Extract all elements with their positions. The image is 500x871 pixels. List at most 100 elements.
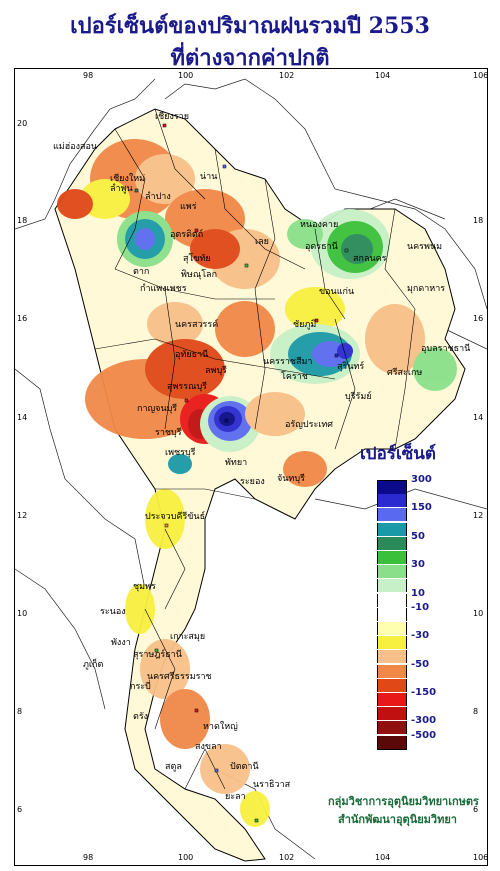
place-label: นครสวรรค์ xyxy=(175,320,219,330)
place-label: ระนอง xyxy=(100,607,126,617)
place-label: เชียงใหม่ xyxy=(110,174,146,184)
place-label: เชียงราย xyxy=(155,112,190,122)
place-label: น่าน xyxy=(200,172,218,182)
legend-label: 50 xyxy=(411,530,425,542)
y-tick-left: 6 xyxy=(17,805,23,814)
y-tick-right: 12 xyxy=(473,511,484,520)
legend-label: -500 xyxy=(411,729,437,741)
legend-swatch xyxy=(377,721,407,735)
y-tick-left: 8 xyxy=(17,707,23,716)
x-tick-top: 104 xyxy=(375,71,391,80)
place-label: หนองคาย xyxy=(300,220,339,230)
x-tick-bottom: 104 xyxy=(375,853,391,862)
place-label: สุพรรณบุรี xyxy=(167,382,207,392)
place-label: นครศรีธรรมราช xyxy=(147,672,212,682)
place-label: หาดใหญ่ xyxy=(203,722,238,732)
place-label: ลำพูน xyxy=(110,184,133,194)
legend-swatch xyxy=(377,693,407,706)
legend-label: 30 xyxy=(411,559,425,571)
x-tick-bottom: 102 xyxy=(279,853,295,862)
place-label: ชัยภูมิ xyxy=(293,320,317,330)
place-label: ตรัง xyxy=(133,712,149,722)
legend-swatch xyxy=(377,508,407,522)
x-tick-bottom: 98 xyxy=(83,853,94,862)
x-tick-top: 106 xyxy=(473,71,488,80)
place-label: สกลนคร xyxy=(353,254,387,264)
place-label: กระบี่ xyxy=(130,682,151,692)
place-label: พังงา xyxy=(111,638,131,648)
place-label: ระยอง xyxy=(240,477,265,487)
y-tick-right: 14 xyxy=(473,413,484,422)
legend-title: เปอร์เซ็นต์ xyxy=(360,444,436,464)
y-tick-right: 6 xyxy=(473,805,479,814)
place-label: ยะลา xyxy=(225,792,246,802)
place-label: นครราชสีมา xyxy=(263,357,313,367)
place-label: ราชบุรี xyxy=(155,428,182,438)
place-label: ภูเก็ต xyxy=(83,660,104,670)
place-label: อุดรธานี xyxy=(305,242,338,252)
thailand-rainfall-map xyxy=(15,78,487,862)
legend-swatch xyxy=(377,607,407,621)
station-markers xyxy=(134,123,349,823)
legend-label: -50 xyxy=(411,658,430,670)
legend-swatch xyxy=(377,522,407,536)
place-label: จันทบุรี xyxy=(277,474,305,484)
place-label: นราธิวาส xyxy=(253,780,291,790)
y-tick-right: 10 xyxy=(473,609,484,618)
anomaly-patches xyxy=(57,139,457,827)
place-label: แพร่ xyxy=(180,202,197,212)
legend-swatch xyxy=(377,494,407,508)
y-tick-right: 18 xyxy=(473,216,484,225)
credit-line1: กลุ่มวิชาการอุตุนิยมวิทยาเกษตร xyxy=(328,795,479,808)
legend-swatch xyxy=(377,678,407,692)
place-label: พิษณุโลก xyxy=(181,270,218,280)
place-label: อุทัยธานี xyxy=(175,350,209,360)
legend-label: 150 xyxy=(411,502,432,514)
place-label: แม่ฮ่องสอน xyxy=(53,142,98,152)
legend-label: -150 xyxy=(411,687,437,698)
y-tick-left: 16 xyxy=(17,314,28,323)
place-label: กำแพงเพชร xyxy=(140,284,187,294)
legend-swatch xyxy=(377,636,407,650)
y-tick-left: 14 xyxy=(17,413,28,422)
y-tick-right: 16 xyxy=(473,314,484,323)
place-label: สุโขทัย xyxy=(183,254,211,264)
place-label: ลำปาง xyxy=(145,192,171,202)
place-label: สุราษฎร์ธานี xyxy=(133,650,182,660)
legend-label: -10 xyxy=(411,601,430,613)
legend-swatch xyxy=(377,664,407,678)
place-label: สุรินทร์ xyxy=(337,362,365,372)
legend-swatch xyxy=(377,707,407,721)
place-label: ลพบุรี xyxy=(205,366,227,376)
legend-swatch xyxy=(377,650,407,664)
place-label: ชุมพร xyxy=(133,582,156,592)
place-label: นครพนม xyxy=(407,242,443,252)
legend-swatch xyxy=(377,551,407,564)
legend-label: -300 xyxy=(411,715,437,727)
place-label: ประจวบคีรีขันธ์ xyxy=(145,512,206,522)
map-title-line1: เปอร์เซ็นต์ของปริมาณฝนรวมปี 2553 xyxy=(70,13,430,39)
y-tick-left: 12 xyxy=(17,511,28,520)
x-tick-top: 98 xyxy=(83,71,94,80)
map-frame: 98 100 102 104 106 98 100 102 104 106 20… xyxy=(14,68,488,866)
map-title-line2: ที่ต่างจากค่าปกติ xyxy=(170,45,330,71)
credit-line2: สำนักพัฒนาอุตุนิยมวิทยา xyxy=(338,813,457,826)
legend-label: 300 xyxy=(411,474,432,485)
y-tick-right: 8 xyxy=(473,707,479,716)
y-tick-left: 18 xyxy=(17,216,28,225)
legend-swatch xyxy=(377,593,407,607)
place-label: เกาะสมุย xyxy=(170,632,206,642)
place-label: ขอนแก่น xyxy=(319,287,355,297)
place-label: มุกดาหาร xyxy=(407,284,446,294)
legend-swatch xyxy=(377,622,407,635)
y-tick-left: 20 xyxy=(17,119,28,128)
place-label: ตาก xyxy=(133,267,150,277)
x-tick-bottom: 100 xyxy=(178,853,194,862)
place-label: เพชรบุรี xyxy=(165,448,196,458)
y-tick-left: 10 xyxy=(17,609,28,618)
place-label: อรัญประเทศ xyxy=(285,420,334,430)
place-label: อุตรดิตถ์ xyxy=(170,230,204,240)
province-boundaries xyxy=(94,108,416,790)
legend-label: -30 xyxy=(411,630,430,642)
legend-swatch xyxy=(377,480,407,494)
